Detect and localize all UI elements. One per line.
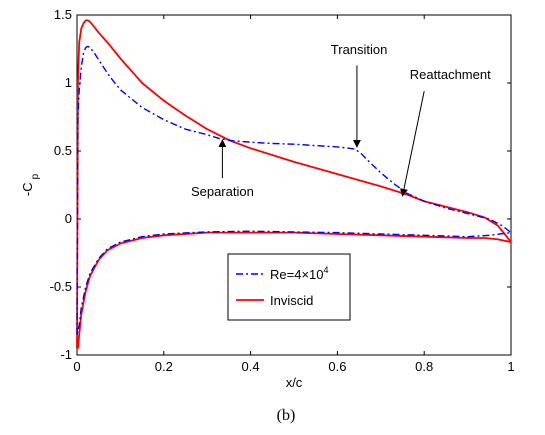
legend: Re=4×104 Inviscid bbox=[227, 253, 351, 321]
y-tick-label: 1.5 bbox=[54, 7, 72, 22]
y-axis-label-main: -C bbox=[20, 182, 35, 196]
x-tick-label: 0.4 bbox=[242, 359, 260, 374]
x-tick-labels: 0 0.2 0.4 0.6 0.8 1 bbox=[73, 359, 514, 374]
x-tick-label: 1 bbox=[507, 359, 514, 374]
annotations: Transition Reattachment Separation bbox=[191, 42, 491, 199]
annotation-transition-label: Transition bbox=[331, 42, 388, 57]
x-axis-label: x/c bbox=[286, 375, 303, 390]
series-layer bbox=[76, 19, 512, 350]
x-tick-label: 0.8 bbox=[415, 359, 433, 374]
legend-box bbox=[227, 253, 351, 321]
figure-caption: (b) bbox=[277, 407, 296, 424]
y-tick-labels: -1 -0.5 0 0.5 1 1.5 bbox=[50, 7, 72, 362]
legend-label-inviscid: Inviscid bbox=[270, 293, 313, 308]
y-tick-label: 0 bbox=[65, 211, 72, 226]
series-inviscid-line bbox=[76, 19, 512, 350]
annotation-separation-label: Separation bbox=[191, 184, 254, 199]
y-tick-label: 1 bbox=[65, 75, 72, 90]
x-tick-label: 0 bbox=[73, 359, 80, 374]
y-tick-label: 0.5 bbox=[54, 143, 72, 158]
legend-label-re: Re=4×104 bbox=[270, 265, 329, 282]
y-axis-label: -C p bbox=[20, 173, 41, 196]
y-axis-label-sub: p bbox=[30, 173, 41, 179]
y-tick-label: -1 bbox=[60, 347, 72, 362]
annotation-reattachment-arrow bbox=[400, 91, 425, 197]
y-tick-label: -0.5 bbox=[50, 279, 72, 294]
x-tick-label: 0.6 bbox=[328, 359, 346, 374]
annotation-reattachment-label: Reattachment bbox=[410, 67, 491, 82]
series-re-line bbox=[76, 45, 512, 335]
x-tick-label: 0.2 bbox=[155, 359, 173, 374]
